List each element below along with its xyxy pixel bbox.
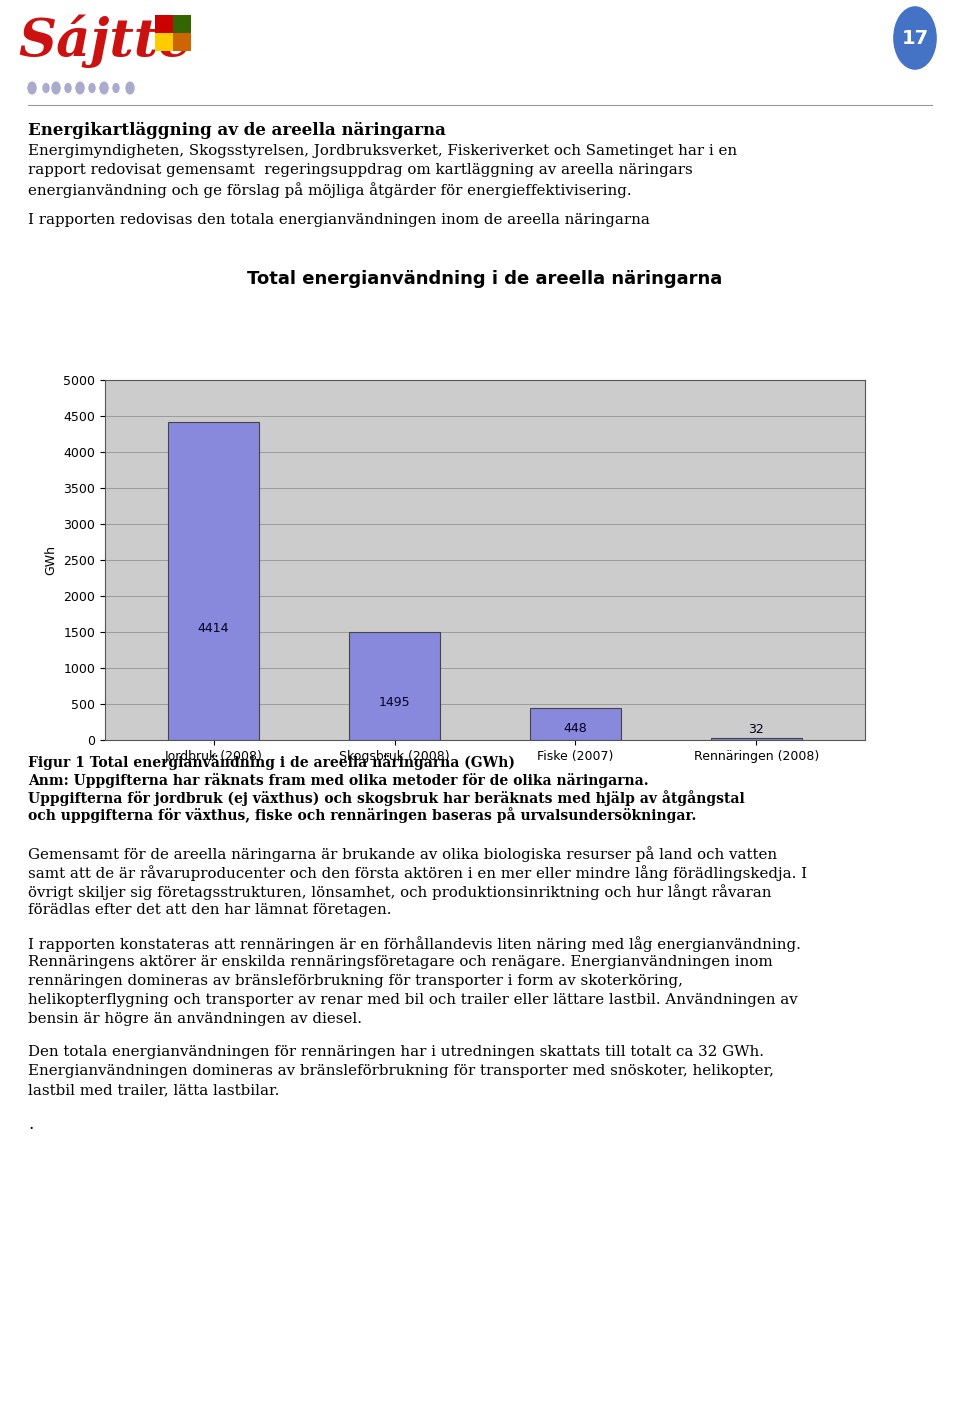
Text: förädlas efter det att den har lämnat företagen.: förädlas efter det att den har lämnat fö… — [28, 903, 392, 917]
Text: Energimyndigheten, Skogsstyrelsen, Jordbruksverket, Fiskeriverket och Sametinget: Energimyndigheten, Skogsstyrelsen, Jordb… — [28, 144, 737, 158]
Text: 448: 448 — [564, 722, 588, 735]
Bar — [168, 422, 259, 740]
Text: lastbil med trailer, lätta lastbilar.: lastbil med trailer, lätta lastbilar. — [28, 1082, 279, 1096]
Text: övrigt skiljer sig företagsstrukturen, lönsamhet, och produktionsinriktning och : övrigt skiljer sig företagsstrukturen, l… — [28, 885, 772, 900]
Circle shape — [76, 82, 84, 93]
FancyBboxPatch shape — [173, 16, 191, 32]
Text: och uppgifterna för växthus, fiske och rennäringen baseras på urvalsundersökning: och uppgifterna för växthus, fiske och r… — [28, 807, 696, 822]
FancyBboxPatch shape — [173, 32, 191, 51]
Circle shape — [43, 83, 49, 92]
Circle shape — [52, 82, 60, 93]
FancyBboxPatch shape — [155, 32, 173, 51]
Text: helikopterflygning och transporter av renar med bil och trailer eller lättare la: helikopterflygning och transporter av re… — [28, 993, 798, 1007]
Text: energianvändning och ge förslag på möjliga åtgärder för energieffektivisering.: energianvändning och ge förslag på möjli… — [28, 182, 632, 198]
Text: Total energianvändning i de areella näringarna: Total energianvändning i de areella näri… — [248, 270, 723, 288]
Text: 32: 32 — [749, 722, 764, 736]
Circle shape — [89, 83, 95, 92]
Text: samt att de är råvaruproducenter och den första aktören i en mer eller mindre lå: samt att de är råvaruproducenter och den… — [28, 865, 807, 880]
Text: 4414: 4414 — [198, 622, 229, 636]
Text: rennäringen domineras av bränsleförbrukning för transporter i form av skoterköri: rennäringen domineras av bränsleförbrukn… — [28, 974, 683, 988]
Text: bensin är högre än användningen av diesel.: bensin är högre än användningen av diese… — [28, 1012, 362, 1026]
Text: rapport redovisat gemensamt  regeringsuppdrag om kartläggning av areella näringa: rapport redovisat gemensamt regeringsupp… — [28, 162, 693, 177]
Circle shape — [126, 82, 134, 93]
Text: Sájtte: Sájtte — [18, 16, 192, 68]
Bar — [349, 633, 440, 740]
Text: Rennäringens aktörer är enskilda rennäringsföretagare och renägare. Energianvänd: Rennäringens aktörer är enskilda rennäri… — [28, 955, 773, 969]
Bar — [711, 738, 802, 740]
Text: Energikartläggning av de areella näringarna: Energikartläggning av de areella näringa… — [28, 122, 445, 138]
Text: 1495: 1495 — [378, 695, 410, 709]
Y-axis label: GWh: GWh — [45, 545, 58, 575]
Text: 17: 17 — [901, 28, 928, 48]
Text: Figur 1 Total energianvändning i de areella näringarna (GWh): Figur 1 Total energianvändning i de aree… — [28, 755, 515, 770]
Text: I rapporten konstateras att rennäringen är en förhållandevis liten näring med lå: I rapporten konstateras att rennäringen … — [28, 935, 801, 952]
Text: .: . — [28, 1116, 34, 1133]
FancyBboxPatch shape — [155, 16, 173, 32]
Circle shape — [65, 83, 71, 92]
Circle shape — [100, 82, 108, 93]
Circle shape — [894, 7, 936, 69]
Text: Uppgifterna för jordbruk (ej växthus) och skogsbruk har beräknats med hjälp av å: Uppgifterna för jordbruk (ej växthus) oc… — [28, 790, 745, 805]
Circle shape — [28, 82, 36, 93]
Text: Gemensamt för de areella näringarna är brukande av olika biologiska resurser på : Gemensamt för de areella näringarna är b… — [28, 846, 778, 862]
Text: Energianvändningen domineras av bränsleförbrukning för transporter med snöskoter: Energianvändningen domineras av bränslef… — [28, 1064, 774, 1078]
Circle shape — [113, 83, 119, 92]
Bar — [530, 708, 621, 740]
Text: Den totala energianvändningen för rennäringen har i utredningen skattats till to: Den totala energianvändningen för rennär… — [28, 1046, 764, 1058]
Text: I rapporten redovisas den totala energianvändningen inom de areella näringarna: I rapporten redovisas den totala energia… — [28, 213, 650, 227]
Text: Anm: Uppgifterna har räknats fram med olika metoder för de olika näringarna.: Anm: Uppgifterna har räknats fram med ol… — [28, 773, 649, 788]
